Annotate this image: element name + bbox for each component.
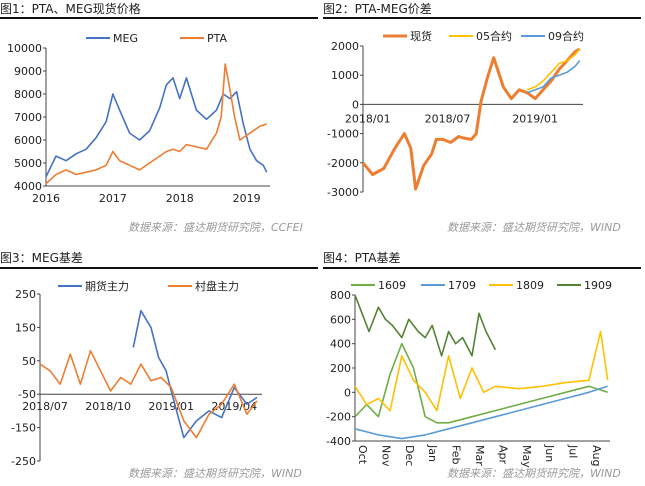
series-line-1609: [354, 342, 608, 424]
y-tick-label: 600: [330, 313, 351, 326]
legend-label: 1909: [584, 279, 612, 292]
figure-2-source: 数据来源：盛达期货研究院，WIND: [447, 221, 621, 234]
series-line-现货: [361, 47, 581, 191]
y-tick-label: -200: [326, 411, 351, 424]
x-tick-label: 2017: [99, 192, 127, 205]
chart-3: 250 150 50 -50 -150 -250 2018/07 2018/10 2019/01…: [11, 279, 262, 468]
y-tick-label: 150: [15, 321, 36, 334]
figure-3: 图3：MEG基差 250 150 50 -50 -150 -250 2018/07 2018/…: [0, 243, 320, 486]
chart-4: 800 600 400 200 0 -200 -400 Oct Nov Dec Jan Feb Mar A…: [326, 279, 612, 468]
y-tick-label: 2000: [331, 40, 359, 53]
y-tick-label: 50: [22, 355, 36, 368]
x-tick-label: Mar: [473, 445, 486, 466]
figure-3-rule: [0, 267, 318, 269]
legend-label: 期货主力: [85, 279, 129, 293]
x-tick-label: 2019/01: [512, 112, 558, 125]
figure-4-source: 数据来源：盛达期货研究院，WIND: [447, 467, 621, 480]
series-line-村盘主力: [39, 350, 258, 439]
legend-label: PTA: [207, 32, 227, 45]
y-tick-label: 8000: [14, 88, 42, 101]
x-tick-label: 2018/07: [22, 400, 68, 413]
y-tick-label: -50: [18, 388, 36, 401]
y-tick-label: 0: [352, 98, 359, 111]
x-tick-label: Nov: [379, 445, 392, 467]
x-tick-label: 2019/01: [148, 400, 194, 413]
y-tick-label: 9000: [14, 65, 42, 78]
figure-1-rule: [0, 17, 318, 19]
figure-2-rule: [323, 17, 641, 19]
y-tick-label: 7000: [14, 111, 42, 124]
series-line-05合约: [526, 48, 581, 91]
series-line-09合约: [526, 60, 581, 94]
y-tick-label: 0: [344, 386, 351, 399]
y-tick-label: 200: [330, 362, 351, 375]
legend-label: 1809: [516, 279, 544, 292]
chart-2: 2000 1000 0 -1000 -2000 -3000 2018/01 2018/07 20…: [327, 29, 584, 199]
series-line-1909: [354, 294, 497, 357]
figure-1: 图1：PTA、MEG现货价格 10000 9000 8000 7000 6000 5000…: [0, 0, 320, 243]
x-tick-label: 2019: [233, 192, 261, 205]
y-tick-label: -250: [11, 455, 36, 468]
x-tick-label: 2016: [32, 192, 60, 205]
figure-3-title: 图3：MEG基差: [0, 251, 83, 265]
y-tick-label: 4000: [14, 180, 42, 193]
y-tick-label: -150: [11, 422, 36, 435]
x-tick-label: Jul: [567, 444, 580, 458]
x-tick-label: 2018/10: [85, 400, 131, 413]
series-line-期货主力: [132, 309, 258, 439]
x-tick-label: Dec: [403, 445, 416, 466]
figure-3-source: 数据来源：盛达期货研究院，WIND: [128, 467, 302, 480]
x-tick-label: 2018/07: [425, 112, 471, 125]
legend-label: MEG: [113, 32, 138, 45]
y-tick-label: 1000: [331, 69, 359, 82]
series-line-1709: [354, 385, 608, 440]
legend-label: 09合约: [548, 29, 584, 43]
legend-label: 现货: [410, 29, 432, 43]
x-tick-label: Jun: [543, 444, 556, 462]
series-line-MEG: [45, 77, 268, 178]
x-tick-label: 2018: [166, 192, 194, 205]
y-tick-label: -400: [326, 435, 351, 448]
figure-4-rule: [323, 267, 641, 269]
figure-2-title: 图2：PTA-MEG价差: [323, 2, 432, 16]
y-tick-label: -1000: [327, 128, 359, 141]
x-tick-label: May: [520, 445, 533, 468]
legend-label: 1609: [378, 279, 406, 292]
x-tick-label: Oct: [356, 445, 369, 465]
x-tick-label: 2018/01: [345, 112, 391, 125]
series-line-1809: [354, 330, 609, 412]
figure-1-source: 数据来源：盛达期货研究院，CCFEI: [128, 221, 303, 234]
y-tick-label: -2000: [327, 157, 359, 170]
x-tick-label: Aug: [590, 445, 603, 466]
y-tick-label: 800: [330, 289, 351, 302]
y-tick-label: 10000: [7, 42, 42, 55]
figure-4-title: 图4：PTA基差: [323, 251, 401, 265]
figure-4: 图4：PTA基差 800 600 400 200 0 -200 -400 Oct Nov Dec J…: [323, 243, 645, 486]
series-line-PTA: [45, 63, 267, 185]
legend-label: 05合约: [476, 29, 512, 43]
legend-label: 1709: [448, 279, 476, 292]
x-tick-label: Feb: [450, 445, 463, 464]
legend-label: 村盘主力: [195, 279, 239, 293]
y-tick-label: 250: [15, 288, 36, 301]
y-tick-label: -3000: [327, 186, 359, 199]
x-tick-label: Apr: [496, 445, 509, 465]
y-tick-label: 400: [330, 338, 351, 351]
figure-2: 图2：PTA-MEG价差 2000 1000 0 -1000 -2000 -3000 201…: [323, 0, 645, 243]
x-tick-label: Jan: [426, 444, 439, 462]
y-tick-label: 6000: [14, 134, 42, 147]
y-tick-label: 5000: [14, 157, 42, 170]
figure-1-title: 图1：PTA、MEG现货价格: [0, 2, 141, 16]
